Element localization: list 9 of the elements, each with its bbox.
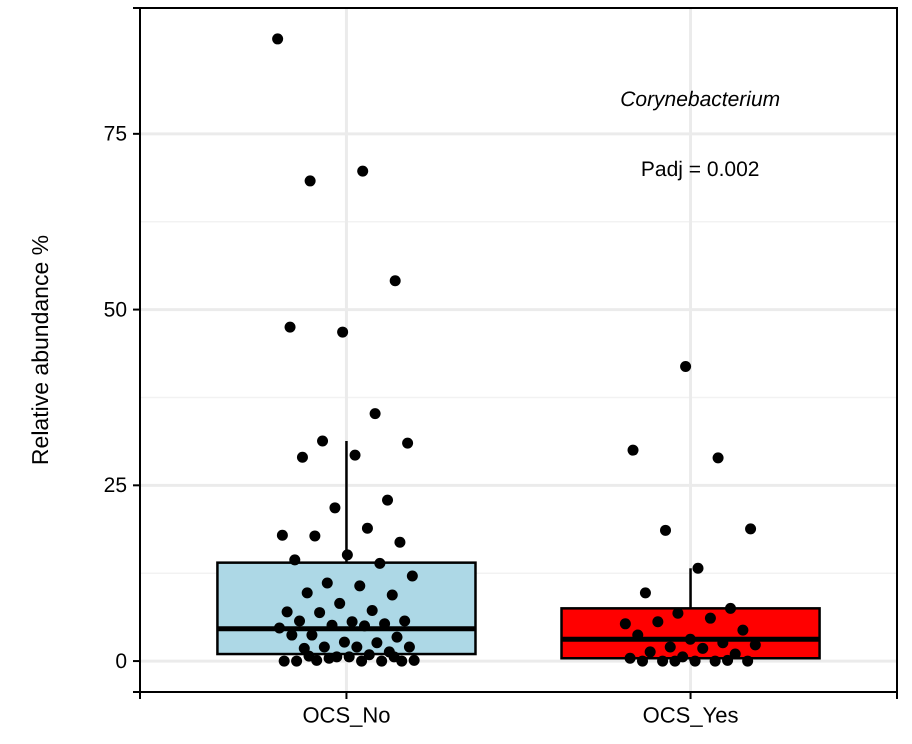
y-tick-label: 50 — [104, 298, 127, 322]
y-axis-title: Relative abundance % — [27, 234, 53, 466]
y-tick-label: 25 — [104, 474, 127, 498]
annotation: Corynebacterium — [620, 88, 780, 111]
x-tick-label: OCS_Yes — [642, 702, 738, 728]
y-tick-label: 75 — [104, 122, 127, 146]
y-tick-label: 0 — [115, 650, 127, 673]
annotation: Padj = 0.002 — [640, 158, 760, 181]
x-tick-label: OCS_No — [302, 702, 390, 728]
